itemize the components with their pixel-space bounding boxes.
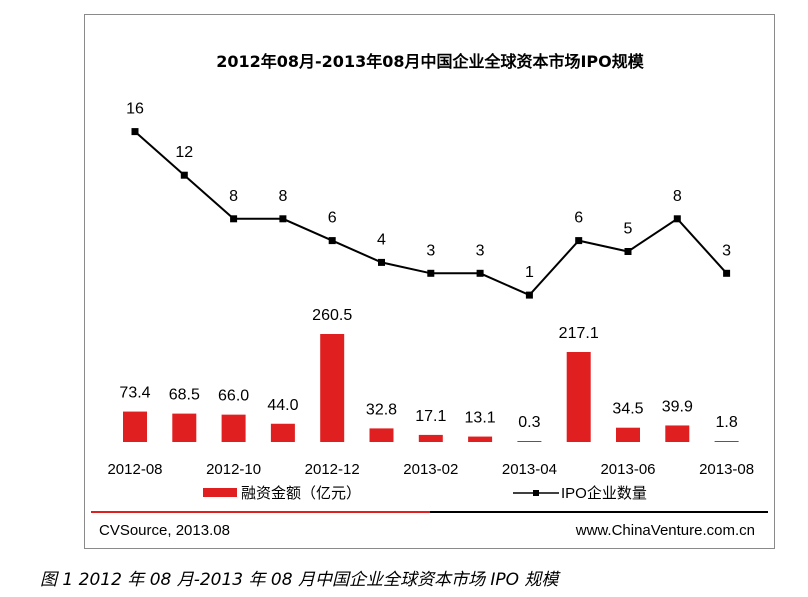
bar (616, 427, 640, 442)
line-point (525, 291, 533, 299)
line-value-label: 4 (377, 231, 386, 248)
bar (221, 414, 246, 442)
line-point (723, 269, 731, 277)
line-value-label: 6 (574, 210, 583, 227)
bar-value-label: 68.5 (169, 387, 200, 404)
line-point (575, 237, 583, 245)
legend-line-marker (533, 490, 539, 496)
figure-caption: 图 1 2012 年 08 月-2013 年 08 月中国企业全球资本市场 IP… (40, 570, 559, 590)
legend: 融资金额（亿元） IPO企业数量 (203, 484, 647, 502)
line-point (476, 269, 484, 277)
line-point (328, 237, 336, 245)
bar (320, 334, 345, 442)
line-value-label: 1 (525, 264, 534, 281)
line-value-label: 3 (426, 242, 435, 259)
bar-value-label: 73.4 (119, 385, 150, 402)
bar (418, 434, 443, 442)
bar-series: 73.4 68.5 66.0 44.0 260.5 32.8 17.1 13.1 0.3 217.… (119, 307, 739, 442)
bar (517, 441, 542, 442)
source-credit: CVSource, 2013.08 (99, 522, 230, 539)
x-tick-label: 2012-08 (107, 461, 162, 478)
bar-value-label: 66.0 (218, 388, 249, 405)
line-value-label: 8 (673, 188, 682, 205)
legend-bar-label: 融资金额（亿元） (241, 485, 361, 502)
bar-value-label: 217.1 (559, 325, 599, 342)
bar-value-label: 1.8 (715, 414, 737, 431)
line-point (230, 215, 238, 223)
bar (270, 423, 295, 442)
line-value-label: 8 (278, 188, 287, 205)
bar-value-label: 260.5 (312, 307, 352, 324)
line-point (427, 269, 435, 277)
x-tick-label: 2012-10 (206, 461, 261, 478)
bar (369, 428, 394, 442)
bar-value-label: 0.3 (518, 414, 540, 431)
legend-line-label: IPO企业数量 (561, 484, 647, 502)
bar-value-label: 34.5 (612, 401, 643, 418)
line-value-label: 3 (722, 242, 731, 259)
chart-title: 2012年08月-2013年08月中国企业全球资本市场IPO规模 (216, 52, 645, 71)
line-value-label: 3 (476, 242, 485, 259)
x-tick-label: 2012-12 (305, 461, 360, 478)
bar (172, 413, 197, 442)
line-point (624, 248, 632, 255)
line-value-label: 5 (624, 221, 633, 238)
bar-value-label: 13.1 (465, 410, 496, 427)
line-value-label: 12 (175, 144, 193, 161)
bar (714, 441, 739, 442)
bar (665, 425, 690, 442)
x-tick-label: 2013-06 (600, 461, 655, 478)
line-value-label: 6 (328, 210, 337, 227)
bar (468, 436, 493, 442)
chart-frame: 2012年08月-2013年08月中国企业全球资本市场IPO规模 73.4 68.… (84, 14, 775, 549)
chart: 2012年08月-2013年08月中国企业全球资本市场IPO规模 73.4 68.… (91, 52, 768, 539)
line-point (180, 171, 188, 179)
x-tick-label: 2013-04 (502, 461, 557, 478)
line-value-label: 8 (229, 188, 238, 205)
bar (123, 411, 147, 442)
bar-value-label: 44.0 (267, 397, 298, 414)
line-point (131, 128, 139, 136)
bar (566, 351, 591, 442)
line-point (673, 215, 681, 223)
x-axis-tick-labels: 2012-08 2012-10 2012-12 2013-02 2013-04 2013-… (107, 461, 754, 478)
line-value-label: 16 (126, 101, 144, 118)
bar-value-label: 39.9 (662, 398, 693, 415)
legend-bar-swatch (203, 488, 237, 497)
x-tick-label: 2013-02 (403, 461, 458, 478)
bar-value-label: 32.8 (366, 401, 397, 418)
x-tick-label: 2013-08 (699, 461, 754, 478)
line-point (378, 258, 385, 266)
bar-value-label: 17.1 (415, 408, 446, 425)
line-point (279, 215, 287, 223)
source-website: www.ChinaVenture.com.cn (575, 522, 755, 539)
